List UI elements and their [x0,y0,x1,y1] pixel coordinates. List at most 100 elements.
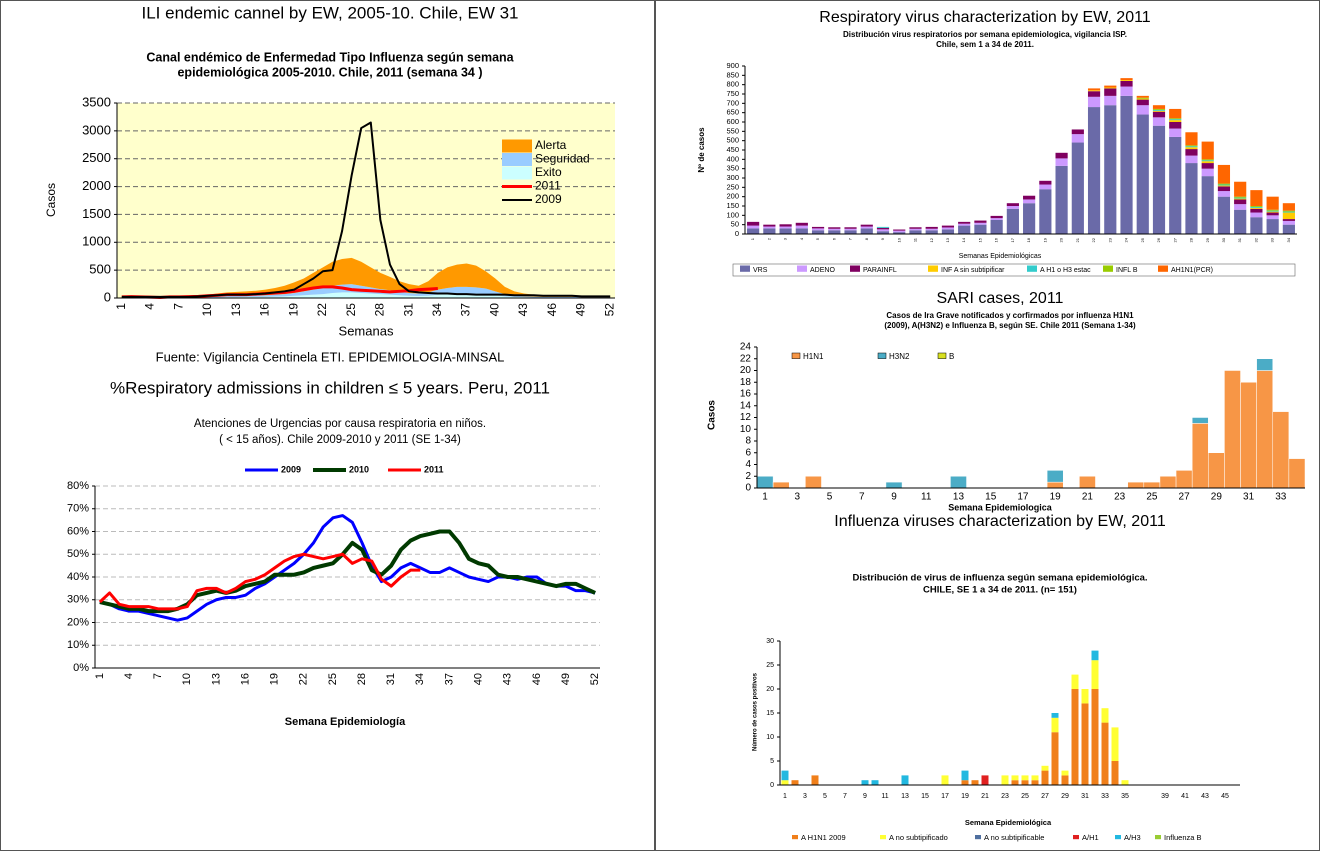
x-tick-label: 22 [315,303,329,317]
x-tick-label: 49 [574,303,588,317]
x-tick-label: 35 [1121,793,1129,800]
x-tick-label: 16 [258,303,272,317]
bar-segment [1282,203,1295,211]
chart-header: SARI cases, 2011 [937,290,1064,307]
x-tick-label: 34 [414,673,426,685]
y-tick-label: 500 [726,136,739,145]
bar-segment [958,221,971,224]
bar-segment [779,228,792,234]
y-tick-label: 50% [67,548,89,560]
legend-swatch [1115,835,1121,840]
bar-segment [1087,90,1101,92]
x-tick-label: 7 [859,492,865,503]
bar-segment [763,224,776,227]
x-tick-label: 40 [487,303,501,317]
bar-segment [1101,722,1109,785]
x-tick-label: 1 [762,492,768,503]
y-tick-label: 5 [770,758,774,765]
x-tick-label: 1 [783,793,787,800]
bar-segment [1282,211,1295,213]
legend-swatch [877,352,887,359]
legend-swatch [1103,265,1113,272]
x-axis-label: Semanas Epidemiológicas [959,253,1042,260]
bar-segment [1282,210,1295,212]
y-tick-label: 70% [67,503,89,515]
bar-segment [1191,417,1209,424]
legend-label: PARAINFL [863,267,897,274]
x-tick-label: 4 [123,673,135,679]
y-tick-label: 3500 [82,94,111,109]
x-tick-label: 19 [269,673,281,685]
bar-segment [1234,204,1247,210]
bar-segment [1201,168,1214,177]
y-tick-label: 80% [67,480,89,492]
bar-segment [1266,212,1279,216]
legend-label: INF A sin subtipificar [941,267,1005,274]
y-tick-label: 0 [735,229,739,238]
x-tick-label: 23 [1114,492,1126,503]
legend-label: A H1N1 2009 [801,833,846,842]
x-tick-label: 7 [843,793,847,800]
bar-segment [961,780,969,785]
x-tick-label: 1 [94,673,106,679]
x-tick-label: 12 [929,237,934,242]
x-tick-label: 24 [1124,237,1129,242]
y-tick-label: 2000 [82,178,111,193]
bar-segment [1136,98,1149,100]
legend-box [732,263,1296,277]
chart-title: epidemiológica 2005-2010. Chile, 2011 (s… [177,65,482,79]
legend-label: A H1 o H3 estac [1040,267,1091,274]
legend-swatch [797,265,807,272]
bar-segment [844,228,857,231]
bar-segment [747,228,760,234]
bar-segment [1266,211,1279,213]
area-band [121,257,611,298]
x-tick-label: 5 [823,793,827,800]
bar-segment [1185,132,1198,146]
legend-label: Exito [535,165,562,179]
bar-segment [1111,727,1119,761]
x-tick-label: 34 [430,303,444,317]
bar-segment [811,775,819,785]
bar-segment [1185,145,1198,147]
y-tick-label: 1500 [82,206,111,221]
bar-segment [1136,99,1149,106]
x-tick-label: 22 [1091,237,1096,242]
legend-label: Alerta [535,138,567,152]
legend-label: VRS [753,267,768,274]
bar-segment [828,227,841,229]
x-tick-label: 30 [1221,237,1226,242]
bar-segment [763,226,776,229]
legend-swatch [850,265,860,272]
bar-segment [1046,481,1064,489]
legend-label: Seguridad [535,152,590,166]
legend-swatch [1027,265,1037,272]
bar-segment [1169,108,1182,119]
y-tick-label: 0 [770,782,774,789]
y-tick-label: 30 [766,638,774,645]
y-tick-label: 25 [766,662,774,669]
bar-segment [1136,114,1149,234]
x-tick-label: 5 [815,237,820,240]
bar-segment [1104,95,1117,106]
bar-segment [1250,217,1263,234]
bar-segment [1001,775,1009,785]
x-tick-label: 20 [1059,237,1064,242]
bar-segment [1185,155,1198,164]
x-tick-label: 19 [286,303,300,317]
x-tick-label: 17 [1017,492,1029,503]
bar-segment [811,230,825,234]
legend-label: ADENO [810,267,835,274]
bar-segment [1006,208,1019,234]
bar-segment [1031,775,1039,781]
area-band [121,292,611,298]
x-tick-label: 13 [953,492,965,503]
line-series [121,121,611,298]
x-tick-label: 7 [171,303,185,310]
bar-segment [941,225,955,228]
y-tick-label: 300 [726,173,739,182]
legend-label: A no subtipificable [984,833,1044,842]
bar-segment [828,228,841,231]
bar-segment [1087,107,1101,234]
legend-label: H3N2 [889,352,910,361]
